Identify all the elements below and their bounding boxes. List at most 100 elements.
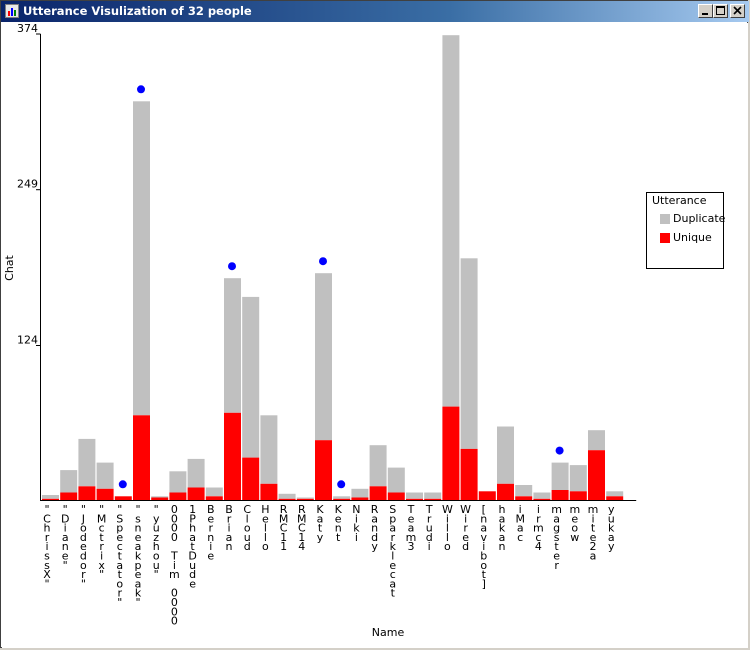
bar-duplicate	[588, 430, 605, 451]
bar-duplicate	[442, 35, 460, 407]
x-tick-label-char: i	[446, 512, 449, 525]
x-tick-label-char: M	[297, 512, 307, 525]
x-tick-label-char: k	[135, 587, 142, 600]
bar-unique	[369, 486, 387, 500]
x-tick-label-char: e	[135, 568, 142, 581]
x-tick-label-char: e	[590, 531, 597, 544]
x-tick-label-char: e	[571, 512, 578, 525]
x-tick-label-char: a	[608, 531, 615, 544]
x-tick-label-char: c	[535, 531, 541, 544]
x-tick-label-char: 0	[171, 503, 178, 516]
x-tick-label-char: 0	[171, 605, 178, 618]
x-tick-label-char: P	[189, 512, 196, 525]
title-bar[interactable]: Utterance Visulization of 32 people	[1, 1, 749, 22]
x-tick-label-char: S	[389, 503, 396, 516]
x-tick-label-char: k	[499, 522, 506, 535]
x-tick-label-char: X	[43, 568, 51, 581]
x-tick-label-char: r	[227, 512, 232, 525]
bar-duplicate	[42, 495, 59, 499]
x-tick-label-char: M	[279, 512, 289, 525]
x-tick-label-char: u	[153, 522, 160, 535]
y-tick-label: 374	[17, 23, 38, 35]
x-tick-label-char: o	[244, 522, 251, 535]
x-tick-label-char: m	[569, 503, 580, 516]
x-tick-label-char: e	[207, 550, 214, 563]
bar-unique	[351, 497, 369, 500]
x-tick-label-char: a	[62, 531, 69, 544]
x-tick-label-char: W	[460, 503, 471, 516]
x-tick-label-char: m	[551, 503, 562, 516]
bar-unique	[406, 498, 423, 500]
x-tick-label-char: 0	[171, 531, 178, 544]
x-tick-label-char: b	[480, 550, 487, 563]
bar-unique	[96, 488, 114, 500]
bar-unique	[478, 491, 496, 500]
bar-unique	[515, 496, 533, 500]
x-tick-label-char: y	[317, 531, 324, 544]
bar-unique	[424, 498, 442, 500]
x-tick-label-char: t	[118, 550, 123, 563]
bar-unique	[497, 483, 514, 500]
bar-unique	[460, 448, 478, 500]
x-tick-label-char: d	[189, 568, 196, 581]
bar-duplicate	[96, 462, 114, 489]
bar-duplicate	[515, 485, 533, 497]
x-tick-label-char: ]	[482, 577, 486, 590]
x-tick-label-char: 4	[535, 540, 542, 553]
x-tick-label-char: g	[553, 522, 560, 535]
minimize-button[interactable]	[698, 4, 713, 18]
x-tick-label-char: a	[226, 531, 233, 544]
x-tick-label-char: 1	[280, 540, 287, 553]
x-tick-label-char: d	[80, 531, 87, 544]
x-tick-label-char: k	[608, 522, 615, 535]
bar-duplicate	[169, 471, 187, 493]
x-tick-label-char: 3	[408, 540, 415, 553]
x-tick-label-char: "	[81, 577, 86, 590]
x-tick-label-char: 1	[280, 531, 287, 544]
x-tick-label-char: p	[135, 559, 142, 572]
x-tick-label-char: m	[588, 503, 599, 516]
bar-duplicate	[606, 491, 624, 497]
close-button[interactable]	[730, 4, 745, 18]
x-tick-label-char: T	[425, 503, 433, 516]
bar-unique	[315, 440, 332, 500]
x-tick-label-char: c	[390, 568, 396, 581]
x-tick-label-char: e	[262, 512, 269, 525]
x-tick-label-char: m	[169, 568, 180, 581]
bar-duplicate	[406, 492, 423, 499]
x-tick-label-char: u	[426, 522, 433, 535]
maximize-button[interactable]	[713, 4, 728, 18]
x-tick-label-char: e	[189, 577, 196, 590]
bar-unique	[387, 492, 405, 500]
chart-app-icon[interactable]	[5, 4, 19, 18]
x-tick-label-char: e	[462, 531, 469, 544]
x-tick-label-char: C	[43, 512, 51, 525]
x-tick-label-char: 1	[298, 531, 305, 544]
x-tick-label-char: u	[153, 559, 160, 572]
x-tick-label-char: i	[45, 540, 48, 553]
bar-duplicate	[224, 278, 241, 413]
marker-dot	[555, 446, 564, 455]
x-tick-label-char: "	[135, 503, 140, 516]
bar-duplicate	[460, 258, 478, 449]
bar-duplicate	[260, 415, 278, 484]
x-tick-label-char: y	[608, 540, 615, 553]
x-tick-label-char: 0	[171, 522, 178, 535]
x-tick-label-char: h	[499, 503, 506, 516]
bar-duplicate	[369, 445, 387, 487]
x-tick-label-char: s	[135, 512, 141, 525]
bar-unique	[224, 412, 241, 500]
legend-label-duplicate: Duplicate	[673, 212, 726, 225]
x-tick-label-char: n	[371, 522, 378, 535]
x-tick-label-char: t	[591, 522, 596, 535]
marker-dot	[337, 480, 346, 489]
x-tick-label-char: i	[537, 503, 540, 516]
x-tick-label-char: B	[207, 503, 215, 516]
x-tick-label-char: d	[244, 540, 251, 553]
x-tick-label-char: o	[116, 577, 123, 590]
x-tick-label-char: d	[371, 531, 378, 544]
x-tick-label-char: "	[63, 503, 68, 516]
x-tick-label-char: n	[62, 540, 69, 553]
close-icon	[733, 6, 742, 15]
